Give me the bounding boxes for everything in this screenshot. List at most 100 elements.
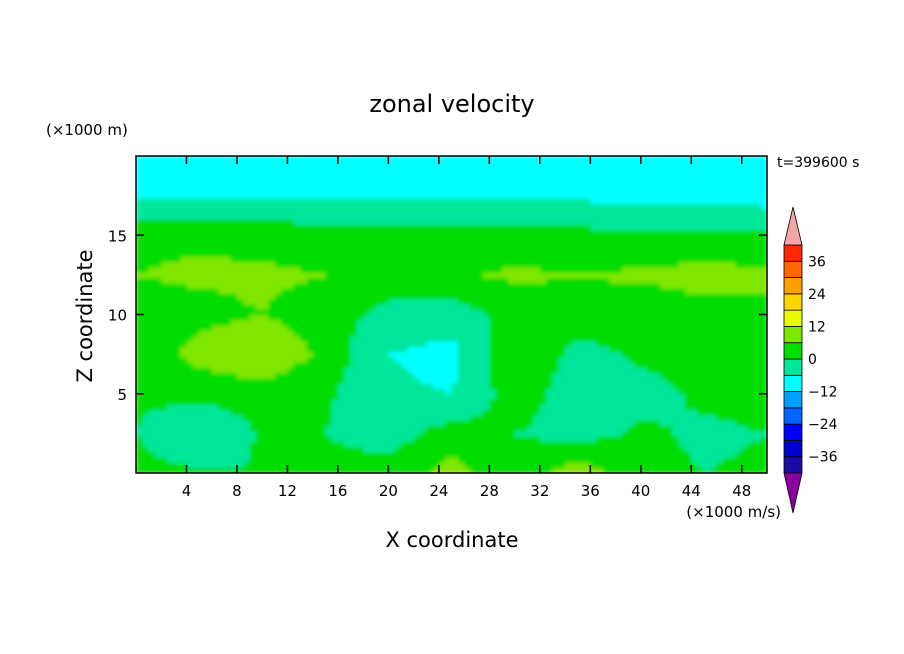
- contour-cell: [255, 409, 263, 416]
- contour-cell: [230, 377, 238, 384]
- contour-cell: [647, 383, 655, 390]
- contour-cell: [735, 282, 743, 289]
- contour-cell: [363, 457, 371, 464]
- contour-cell: [445, 356, 453, 363]
- contour-cell: [243, 351, 251, 358]
- contour-cell: [552, 451, 560, 458]
- contour-cell: [571, 425, 579, 432]
- contour-cell: [180, 377, 188, 384]
- contour-cell: [483, 298, 490, 305]
- contour-cell: [173, 261, 181, 268]
- contour-cell: [501, 298, 509, 305]
- contour-cell: [722, 335, 730, 342]
- contour-cell: [211, 309, 219, 316]
- contour-cell: [590, 383, 598, 390]
- contour-cell: [451, 251, 459, 257]
- contour-cell: [697, 245, 705, 252]
- contour-cell: [255, 288, 263, 294]
- contour-cell: [262, 293, 270, 300]
- contour-cell: [318, 293, 326, 300]
- contour-cell: [325, 240, 333, 247]
- contour-cell: [684, 399, 692, 405]
- contour-cell: [161, 245, 169, 252]
- contour-cell: [337, 309, 345, 316]
- contour-cell: [729, 240, 737, 247]
- contour-cell: [647, 319, 655, 326]
- contour-cell: [413, 277, 421, 284]
- contour-cell: [666, 388, 673, 395]
- contour-cell: [464, 436, 472, 442]
- contour-cell: [760, 356, 767, 363]
- contour-cell: [760, 272, 767, 279]
- contour-cell: [476, 388, 484, 395]
- contour-cell: [268, 261, 276, 268]
- contour-cell: [281, 436, 289, 442]
- contour-cell: [218, 351, 225, 358]
- contour-cell: [356, 388, 364, 395]
- contour-cell: [356, 362, 364, 368]
- contour-cell: [457, 383, 465, 390]
- contour-cell: [678, 451, 686, 458]
- contour-cell: [697, 214, 705, 220]
- contour-cell: [577, 219, 585, 226]
- contour-cell: [293, 224, 301, 231]
- plot-area: [136, 156, 767, 473]
- contour-cell: [287, 272, 295, 279]
- contour-cell: [173, 319, 181, 326]
- contour-cell: [375, 235, 383, 242]
- contour-cell: [672, 256, 680, 263]
- contour-cell: [520, 251, 528, 257]
- contour-cell: [262, 436, 270, 442]
- contour-cell: [558, 356, 566, 363]
- contour-cell: [533, 251, 541, 257]
- contour-cell: [571, 335, 579, 342]
- contour-cell: [268, 235, 276, 242]
- contour-cell: [375, 404, 383, 411]
- contour-cell: [205, 298, 213, 305]
- contour-cell: [716, 393, 724, 400]
- contour-cell: [281, 272, 289, 279]
- contour-cell: [186, 399, 194, 405]
- contour-cell: [186, 319, 194, 326]
- contour-cell: [287, 229, 295, 236]
- contour-cell: [388, 288, 396, 294]
- contour-cell: [350, 309, 358, 316]
- contour-cell: [413, 388, 421, 395]
- contour-cell: [672, 377, 680, 384]
- contour-cell: [628, 404, 636, 411]
- contour-cell: [167, 219, 175, 226]
- contour-cell: [457, 388, 465, 395]
- contour-cell: [407, 224, 415, 231]
- contour-cell: [382, 393, 389, 400]
- contour-cell: [199, 404, 207, 411]
- contour-cell: [527, 451, 535, 458]
- contour-cell: [640, 335, 648, 342]
- contour-cell: [602, 208, 610, 215]
- contour-cell: [192, 256, 200, 263]
- contour-cell: [331, 314, 339, 321]
- contour-cell: [659, 451, 667, 458]
- contour-cell: [735, 377, 743, 384]
- contour-cell: [432, 235, 440, 242]
- contour-cell: [312, 446, 320, 453]
- contour-cell: [520, 309, 528, 316]
- contour-cell: [281, 224, 289, 231]
- contour-cell: [445, 367, 453, 374]
- contour-cell: [136, 272, 143, 279]
- contour-cell: [470, 282, 478, 289]
- contour-cell: [401, 251, 408, 257]
- contour-cell: [218, 309, 225, 316]
- contour-cell: [609, 388, 617, 395]
- contour-cell: [394, 224, 402, 231]
- contour-cell: [281, 362, 289, 368]
- contour-cell: [268, 272, 276, 279]
- contour-cell: [565, 325, 572, 331]
- contour-cell: [722, 240, 730, 247]
- contour-cell: [596, 309, 604, 316]
- contour-cell: [489, 251, 497, 257]
- contour-cell: [211, 425, 219, 432]
- contour-cell: [274, 451, 282, 458]
- contour-cell: [602, 377, 610, 384]
- contour-cell: [337, 446, 345, 453]
- contour-cell: [495, 457, 503, 464]
